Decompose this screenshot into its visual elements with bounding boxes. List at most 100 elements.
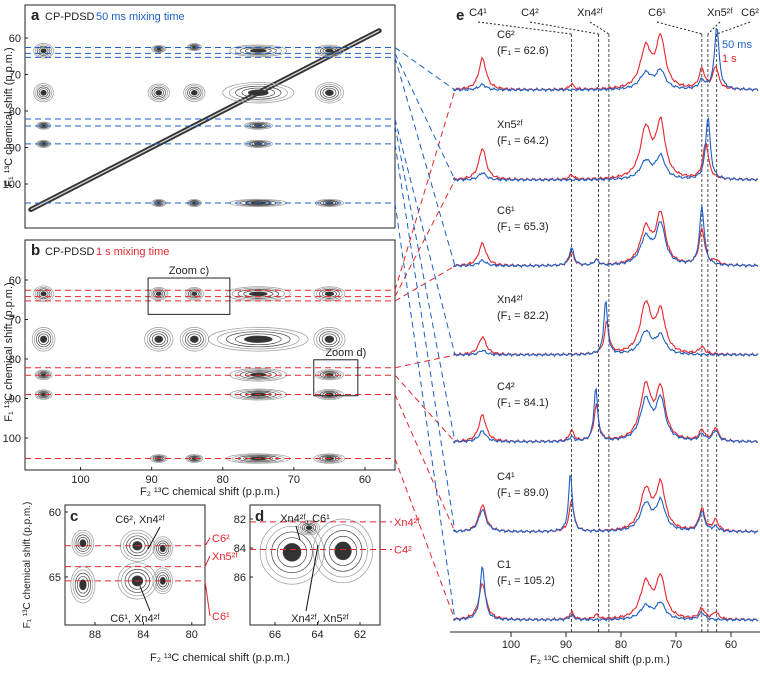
- contour: [150, 288, 167, 300]
- y-tick-label: 82: [234, 514, 246, 526]
- trace-name: C4²: [497, 381, 515, 393]
- y-tick-label: 70: [9, 315, 21, 327]
- connector-50ms: [394, 47, 456, 91]
- contour: [244, 335, 273, 343]
- contour: [38, 47, 49, 55]
- contour: [77, 536, 89, 550]
- trace-name: C4¹: [497, 471, 515, 483]
- contour: [123, 532, 152, 559]
- contour: [40, 335, 48, 343]
- zoom-box: [147, 277, 231, 315]
- leader: [716, 21, 751, 35]
- trace-name: Xn4²ᶠ: [497, 294, 523, 306]
- contour: [36, 86, 51, 99]
- panel-mixing: 1 s mixing time: [96, 246, 169, 258]
- contour: [154, 335, 164, 343]
- x-axis-label: F₂ ¹³C chemical shift (p.p.m.): [530, 654, 670, 666]
- zoom-label: Zoom c): [169, 265, 209, 277]
- contour: [217, 329, 300, 350]
- contour: [316, 329, 343, 350]
- leader: [589, 21, 610, 35]
- leader: [529, 21, 599, 35]
- contour: [322, 87, 337, 98]
- contour: [305, 525, 313, 531]
- contour: [152, 455, 165, 462]
- x-tick-label: 84: [137, 629, 149, 641]
- contour: [35, 44, 53, 58]
- contour: [247, 89, 269, 96]
- contour: [248, 291, 268, 297]
- contour: [243, 121, 273, 130]
- panel-title: CP-PDSD: [45, 11, 95, 23]
- contour: [40, 291, 47, 297]
- contour: [319, 288, 340, 299]
- trace-name: Xn5²ᶠ: [497, 119, 523, 131]
- contour: [154, 538, 172, 559]
- x-tick-label: 60: [725, 639, 737, 651]
- panel-d-frame: [249, 504, 381, 626]
- contour: [314, 44, 344, 57]
- y-tick-label: 80: [9, 354, 21, 366]
- contour: [235, 333, 282, 346]
- annotation-pointer: [139, 585, 151, 612]
- contour: [41, 142, 46, 146]
- annotation: C6², Xn4²ᶠ: [115, 514, 165, 526]
- x-tick-label: 90: [146, 474, 158, 486]
- peak-label: Xn4²ᶠ: [577, 7, 603, 19]
- contour: [314, 82, 344, 104]
- contour: [235, 85, 282, 100]
- panel-label: a: [31, 7, 40, 24]
- contour: [303, 524, 315, 532]
- contour: [321, 333, 337, 346]
- zoom-label: Zoom d): [325, 347, 366, 359]
- legend-entry: 50 ms: [722, 39, 752, 51]
- contour: [38, 88, 49, 98]
- contour: [153, 46, 164, 52]
- leader: [707, 21, 721, 35]
- connector-1s: [394, 374, 456, 443]
- annotation-pointer: [147, 526, 161, 550]
- contour: [190, 89, 198, 96]
- contour: [38, 289, 49, 298]
- contour: [79, 539, 87, 548]
- peak-label: C4²: [521, 7, 539, 19]
- annotation: Xn4²ᶠ, Xn5²ᶠ: [291, 613, 349, 625]
- contour: [151, 333, 166, 346]
- trace-f1: (F₁ = 64.2): [497, 135, 549, 147]
- connector-50ms: [394, 125, 456, 443]
- x-axis-label: F₂ ¹³C chemical shift (p.p.m.): [150, 652, 290, 664]
- trace-name: C1: [497, 559, 511, 571]
- contour: [149, 85, 168, 101]
- contour: [189, 335, 199, 343]
- connector-1s: [394, 458, 456, 621]
- contour: [70, 566, 96, 604]
- connector-1s: [394, 89, 456, 291]
- contour: [151, 86, 166, 99]
- panel-b-frame: [24, 239, 396, 471]
- contour: [182, 329, 207, 350]
- contour: [234, 199, 282, 207]
- leader: [204, 555, 211, 567]
- contour: [159, 544, 166, 553]
- contour: [33, 43, 54, 59]
- trace-f1: (F₁ = 84.1): [497, 397, 549, 409]
- contour: [316, 287, 343, 301]
- contour: [189, 290, 199, 298]
- contour: [319, 85, 339, 100]
- annotation-pointer: [295, 525, 301, 541]
- contour: [187, 86, 202, 99]
- spectrum-blue: [452, 474, 759, 535]
- contour: [325, 48, 334, 53]
- contour: [37, 333, 50, 346]
- contour: [312, 518, 374, 584]
- contour: [282, 543, 302, 562]
- x-tick-label: 60: [359, 474, 371, 486]
- side-label: Xn5²ᶠ: [212, 551, 238, 563]
- peak-label: C6²: [741, 7, 759, 19]
- spectrum-blue: [453, 300, 759, 358]
- contour: [149, 287, 169, 301]
- contour: [33, 329, 54, 350]
- trace-name: C6²: [497, 29, 515, 41]
- contour: [153, 200, 164, 206]
